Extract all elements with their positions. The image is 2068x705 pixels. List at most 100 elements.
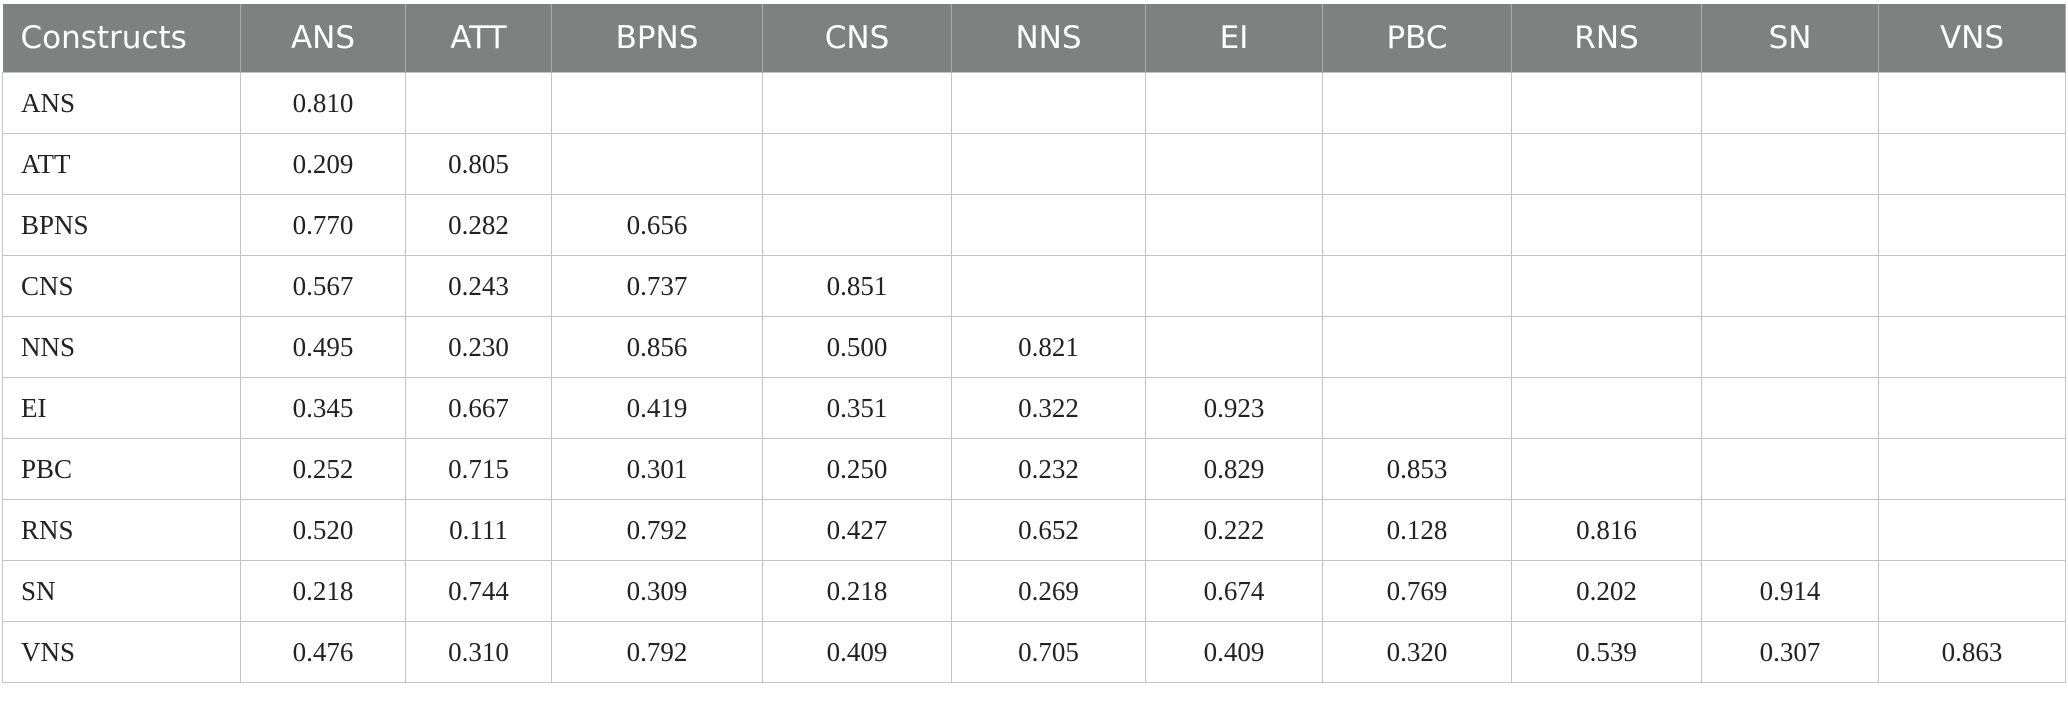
- value-cell: 0.419: [551, 377, 763, 439]
- empty-cell: [1878, 560, 2066, 622]
- empty-cell: [1701, 133, 1879, 195]
- empty-cell: [1878, 133, 2066, 195]
- row-label: PBC: [2, 438, 241, 500]
- row-label: SN: [2, 560, 241, 622]
- empty-cell: [1511, 255, 1702, 317]
- table-row: SN 0.218 0.744 0.309 0.218 0.269 0.674 0.769 0.2…: [2, 560, 2066, 622]
- value-cell: 0.495: [240, 316, 406, 378]
- value-cell: 0.250: [762, 438, 952, 500]
- header-cell: NNS: [951, 4, 1146, 73]
- empty-cell: [1511, 316, 1702, 378]
- table-row: ANS 0.810: [2, 72, 2066, 134]
- empty-cell: [1701, 194, 1879, 256]
- empty-cell: [1322, 72, 1512, 134]
- row-label: VNS: [2, 621, 241, 683]
- row-label: CNS: [2, 255, 241, 317]
- row-label: RNS: [2, 499, 241, 561]
- header-cell: RNS: [1511, 4, 1702, 73]
- value-cell: 0.351: [762, 377, 952, 439]
- value-cell: 0.202: [1511, 560, 1702, 622]
- header-cell: VNS: [1878, 4, 2066, 73]
- value-cell: 0.829: [1145, 438, 1323, 500]
- empty-cell: [951, 255, 1146, 317]
- empty-cell: [1701, 316, 1879, 378]
- header-cell: Constructs: [2, 4, 241, 73]
- value-cell: 0.792: [551, 621, 763, 683]
- row-label: ANS: [2, 72, 241, 134]
- table-row: EI 0.345 0.667 0.419 0.351 0.322 0.923: [2, 377, 2066, 439]
- empty-cell: [762, 133, 952, 195]
- empty-cell: [1878, 194, 2066, 256]
- value-cell: 0.805: [405, 133, 552, 195]
- value-cell: 0.218: [240, 560, 406, 622]
- value-cell: 0.282: [405, 194, 552, 256]
- empty-cell: [1701, 255, 1879, 317]
- value-cell: 0.744: [405, 560, 552, 622]
- value-cell: 0.427: [762, 499, 952, 561]
- value-cell: 0.674: [1145, 560, 1323, 622]
- value-cell: 0.307: [1701, 621, 1879, 683]
- value-cell: 0.567: [240, 255, 406, 317]
- empty-cell: [1322, 255, 1512, 317]
- value-cell: 0.345: [240, 377, 406, 439]
- empty-cell: [1322, 316, 1512, 378]
- value-cell: 0.309: [551, 560, 763, 622]
- header-cell: EI: [1145, 4, 1323, 73]
- empty-cell: [1145, 316, 1323, 378]
- empty-cell: [1322, 194, 1512, 256]
- empty-cell: [1511, 377, 1702, 439]
- empty-cell: [1322, 377, 1512, 439]
- empty-cell: [1511, 438, 1702, 500]
- value-cell: 0.209: [240, 133, 406, 195]
- empty-cell: [1701, 72, 1879, 134]
- value-cell: 0.851: [762, 255, 952, 317]
- value-cell: 0.520: [240, 499, 406, 561]
- row-label: ATT: [2, 133, 241, 195]
- empty-cell: [1878, 438, 2066, 500]
- row-label: EI: [2, 377, 241, 439]
- empty-cell: [1701, 438, 1879, 500]
- header-row: Constructs ANS ATT BPNS CNS NNS EI PBC RNS SN VNS: [2, 4, 2066, 73]
- value-cell: 0.476: [240, 621, 406, 683]
- table-row: CNS 0.567 0.243 0.737 0.851: [2, 255, 2066, 317]
- value-cell: 0.269: [951, 560, 1146, 622]
- value-cell: 0.301: [551, 438, 763, 500]
- empty-cell: [1322, 133, 1512, 195]
- table-row: NNS 0.495 0.230 0.856 0.500 0.821: [2, 316, 2066, 378]
- empty-cell: [762, 72, 952, 134]
- value-cell: 0.792: [551, 499, 763, 561]
- correlation-table: Constructs ANS ATT BPNS CNS NNS EI PBC RNS SN VNS …: [2, 4, 2066, 683]
- table-row: RNS 0.520 0.111 0.792 0.427 0.652 0.222 0.128 0.…: [2, 499, 2066, 561]
- value-cell: 0.310: [405, 621, 552, 683]
- value-cell: 0.705: [951, 621, 1146, 683]
- empty-cell: [1145, 72, 1323, 134]
- table-row: BPNS 0.770 0.282 0.656: [2, 194, 2066, 256]
- value-cell: 0.656: [551, 194, 763, 256]
- table-row: ATT 0.209 0.805: [2, 133, 2066, 195]
- value-cell: 0.853: [1322, 438, 1512, 500]
- empty-cell: [1511, 194, 1702, 256]
- value-cell: 0.863: [1878, 621, 2066, 683]
- empty-cell: [951, 133, 1146, 195]
- value-cell: 0.923: [1145, 377, 1323, 439]
- empty-cell: [551, 133, 763, 195]
- value-cell: 0.322: [951, 377, 1146, 439]
- value-cell: 0.769: [1322, 560, 1512, 622]
- value-cell: 0.856: [551, 316, 763, 378]
- table-body: ANS 0.810 ATT 0.209 0.805 BPNS 0.770 0.282 0.656…: [2, 72, 2066, 683]
- value-cell: 0.243: [405, 255, 552, 317]
- value-cell: 0.715: [405, 438, 552, 500]
- value-cell: 0.816: [1511, 499, 1702, 561]
- empty-cell: [1701, 499, 1879, 561]
- value-cell: 0.230: [405, 316, 552, 378]
- header-cell: BPNS: [551, 4, 763, 73]
- row-label: BPNS: [2, 194, 241, 256]
- empty-cell: [951, 72, 1146, 134]
- value-cell: 0.218: [762, 560, 952, 622]
- value-cell: 0.500: [762, 316, 952, 378]
- value-cell: 0.222: [1145, 499, 1323, 561]
- value-cell: 0.770: [240, 194, 406, 256]
- empty-cell: [1511, 72, 1702, 134]
- value-cell: 0.810: [240, 72, 406, 134]
- row-label: NNS: [2, 316, 241, 378]
